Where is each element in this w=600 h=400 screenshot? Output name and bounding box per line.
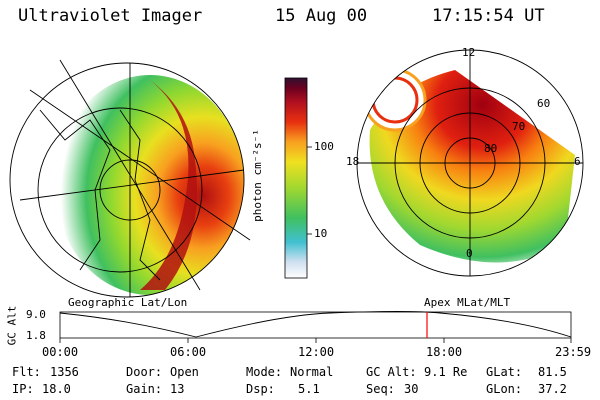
geographic-image-panel — [9, 59, 251, 298]
flight-label: Flt: — [12, 365, 41, 379]
gain-value: 13 — [170, 382, 185, 396]
lat-label-60: 60 — [537, 97, 551, 110]
altitude-axis-label: GC Alt — [5, 305, 19, 346]
seq-value: 30 — [404, 382, 419, 396]
glat-value: 81.5 — [538, 365, 567, 379]
left-auroral-oval — [140, 80, 197, 290]
seq-label: Seq: — [366, 382, 395, 396]
glon-value: 37.2 — [538, 382, 567, 396]
right-auroral-emission — [369, 70, 575, 263]
colorbar-ticks — [307, 146, 312, 235]
altitude-curve — [59, 311, 572, 338]
time-tick-2359: 23:59 — [555, 345, 592, 359]
mode-label: Mode: — [246, 365, 283, 379]
lat-label-70: 70 — [512, 120, 526, 133]
magnetic-grid — [356, 49, 584, 277]
time-tick-0000: 00:00 — [42, 345, 79, 359]
colorbar-unit-label: photon cm⁻²s⁻¹ — [250, 129, 264, 222]
gc-alt-value: 9.1 Re — [424, 365, 468, 379]
door-label: Door: — [126, 365, 163, 379]
left-auroral-emission — [55, 75, 244, 295]
time-tick-1800: 18:00 — [426, 345, 463, 359]
mlt-label-12: 12 — [462, 46, 476, 59]
dsp-value: 5.1 — [298, 382, 320, 396]
glon-label: GLon: — [486, 382, 523, 396]
ip-label: IP: — [12, 382, 34, 396]
mlt-label-6: 6 — [574, 155, 581, 168]
right-panel-caption: Apex MLat/MLT — [424, 296, 511, 309]
altitude-tick-9: 9.0 — [26, 308, 46, 321]
mlt-label-0: 0 — [466, 247, 473, 260]
gc-alt-label: GC Alt: — [366, 365, 417, 379]
mlt-label-18: 18 — [346, 155, 360, 168]
glat-label: GLat: — [486, 365, 523, 379]
time-label: 17:15:54 UT — [432, 6, 545, 26]
time-tick-0600: 06:00 — [170, 345, 207, 359]
instrument-title: Ultraviolet Imager — [18, 6, 203, 26]
colorbar-tick-100: 100 — [314, 140, 334, 153]
lat-label-80: 80 — [484, 142, 498, 155]
magnetic-image-panel — [356, 49, 584, 277]
altitude-tick-1-8: 1.8 — [26, 329, 46, 342]
ip-value: 18.0 — [42, 382, 71, 396]
time-tick-1200: 12:00 — [298, 345, 335, 359]
door-value: Open — [170, 365, 199, 379]
colorbar — [284, 77, 308, 279]
altitude-plot-frame — [59, 311, 572, 339]
colorbar-tick-10: 10 — [314, 227, 328, 240]
mode-value: Normal — [290, 365, 334, 379]
geographic-grid — [9, 59, 251, 298]
gain-label: Gain: — [126, 382, 163, 396]
dsp-label: Dsp: — [246, 382, 275, 396]
left-panel-caption: Geographic Lat/Lon — [68, 296, 188, 309]
flight-value: 1356 — [50, 365, 79, 379]
time-axis-ticks — [59, 338, 572, 343]
date-label: 15 Aug 00 — [275, 6, 368, 26]
